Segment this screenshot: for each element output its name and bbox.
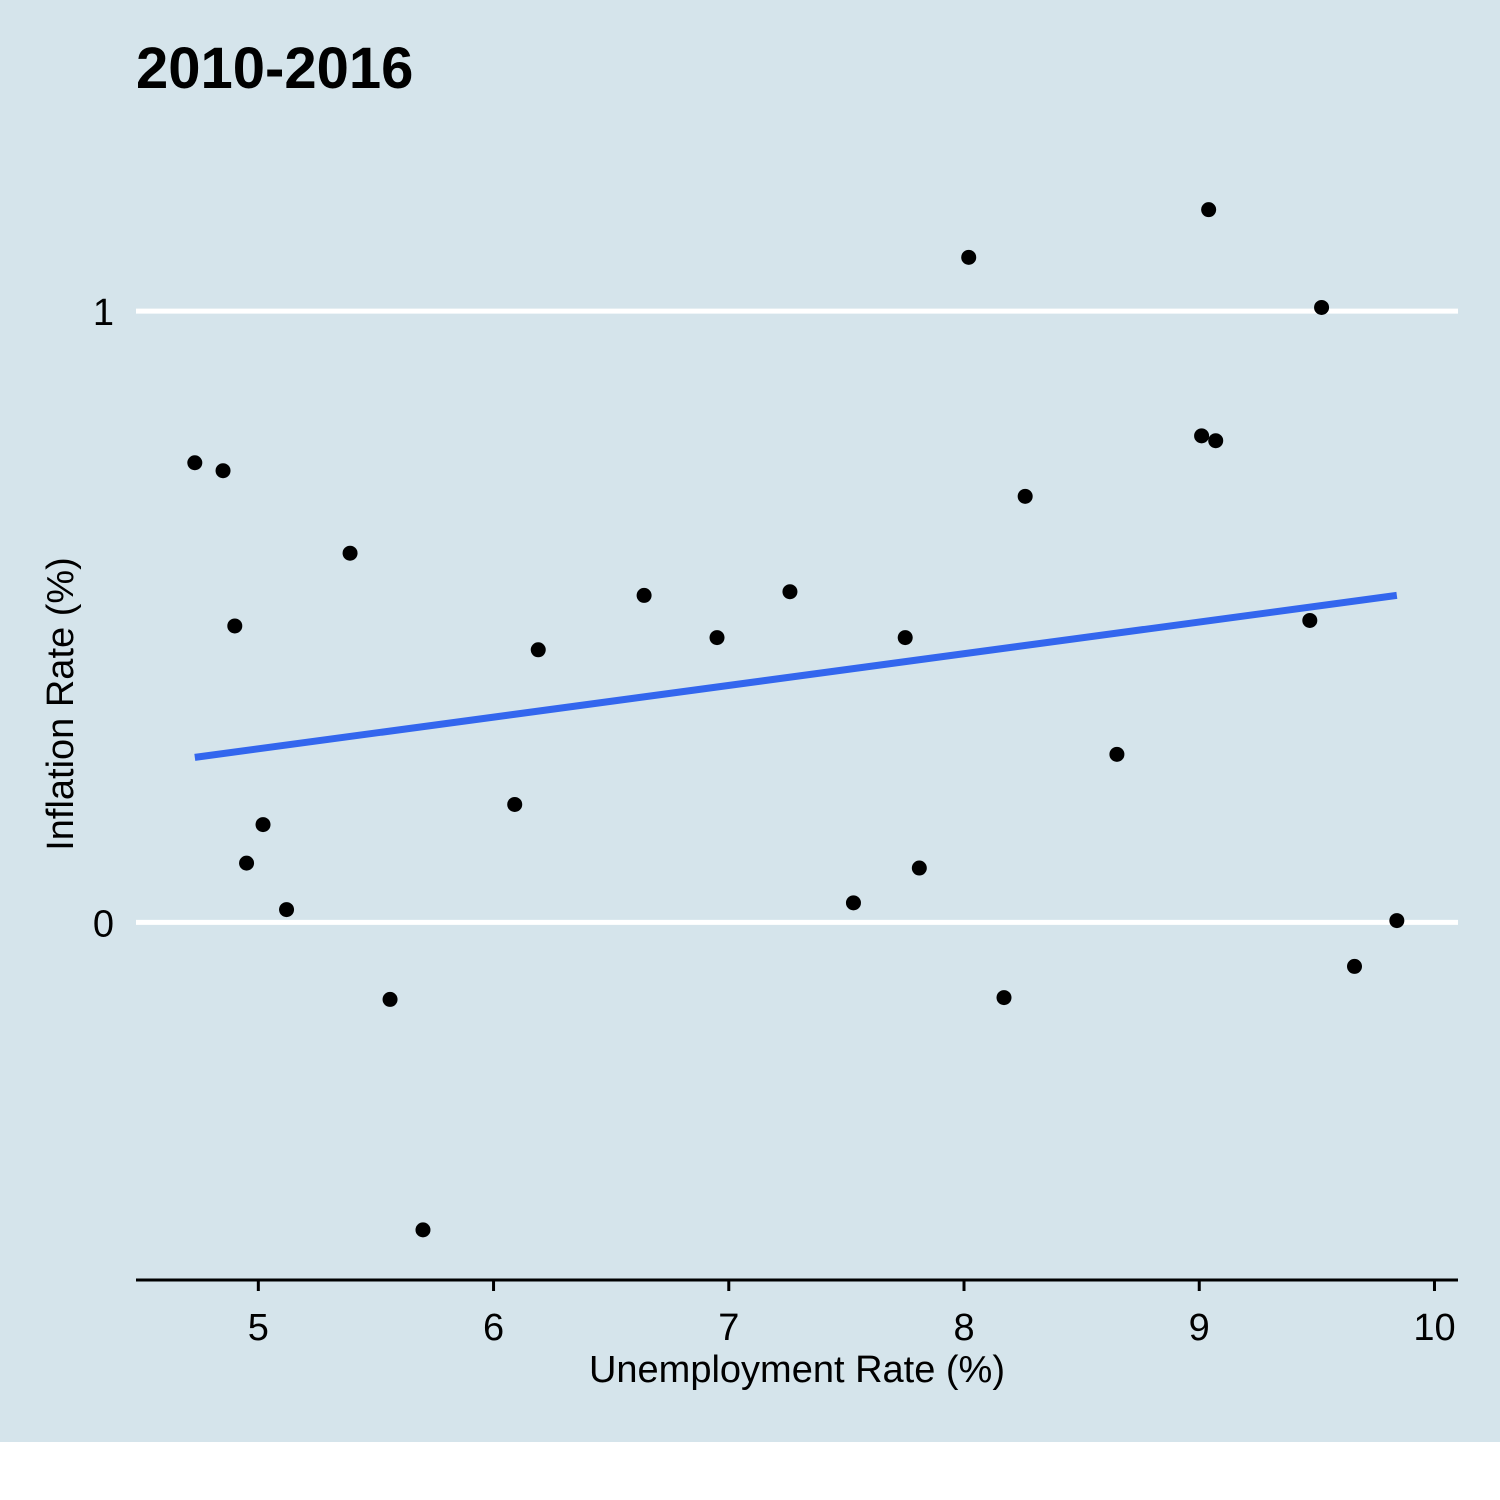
x-tick-label: 5 — [248, 1307, 269, 1349]
data-point — [1194, 428, 1210, 444]
data-point — [1314, 299, 1330, 315]
data-point — [415, 1222, 431, 1238]
x-tick-label: 10 — [1413, 1307, 1455, 1349]
data-point — [1346, 958, 1362, 974]
data-point — [1389, 913, 1405, 929]
x-axis: 5 6 7 8 9 10 — [136, 1278, 1458, 1349]
data-point — [1201, 202, 1217, 218]
trend-line — [194, 591, 1398, 761]
data-point — [961, 249, 977, 265]
data-point — [507, 796, 523, 812]
data-point — [1017, 488, 1033, 504]
data-point — [709, 630, 725, 646]
data-point — [342, 545, 358, 561]
y-axis-title: Inflation Rate (%) — [40, 557, 82, 851]
data-point — [782, 584, 798, 600]
x-tick-label: 6 — [483, 1307, 504, 1349]
data-point — [1109, 746, 1125, 762]
data-point — [187, 455, 203, 471]
x-tick-label: 7 — [718, 1307, 739, 1349]
scatter-plot: 5 6 7 8 9 10 01 Unemployment Rate (%) Inflati… — [40, 202, 1458, 1391]
data-point — [227, 618, 243, 634]
data-point — [996, 990, 1012, 1006]
data-point — [255, 817, 271, 833]
data-point — [530, 642, 546, 658]
y-axis-labels: 01 — [93, 292, 114, 945]
x-tick-label: 8 — [953, 1307, 974, 1349]
data-point — [1302, 612, 1318, 628]
chart-title: 2010-2016 — [136, 36, 414, 101]
y-tick-label: 0 — [93, 903, 114, 945]
x-tick-label: 9 — [1189, 1307, 1210, 1349]
data-point — [911, 860, 927, 876]
grid-lines — [136, 308, 1458, 925]
data-point — [636, 587, 652, 603]
data-point — [845, 895, 861, 911]
y-tick-label: 1 — [93, 292, 114, 334]
data-point — [897, 630, 913, 646]
data-points — [187, 202, 1405, 1238]
data-point — [215, 463, 231, 479]
x-axis-title: Unemployment Rate (%) — [589, 1349, 1005, 1391]
data-point — [239, 855, 255, 871]
data-point — [279, 902, 295, 918]
trend-line-group — [194, 591, 1398, 761]
data-point — [382, 991, 398, 1007]
data-point — [1208, 433, 1224, 449]
